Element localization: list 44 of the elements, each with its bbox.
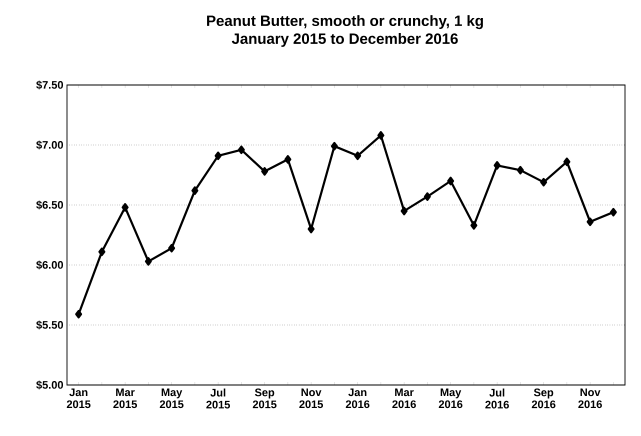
y-tick-label: $6.00 <box>36 260 64 270</box>
y-tick-label: $5.00 <box>36 380 64 390</box>
point <box>563 158 570 166</box>
point <box>75 310 82 318</box>
x-tick-label: May 2015 <box>160 388 184 408</box>
point <box>98 248 106 256</box>
x-tick-label: May 2016 <box>438 388 462 408</box>
point <box>122 203 129 212</box>
point <box>330 142 338 150</box>
x-tick-label: Mar 2015 <box>113 388 137 408</box>
point <box>516 166 524 174</box>
x-tick-label: Jul 2015 <box>206 388 230 409</box>
point <box>238 146 245 154</box>
y-tick-label: $6.50 <box>36 200 64 210</box>
point <box>168 244 176 252</box>
x-tick-label: Sep 2016 <box>532 388 556 408</box>
point <box>144 257 152 266</box>
x-tick-label: Nov 2015 <box>299 388 323 408</box>
x-tick-label: Nov 2016 <box>578 388 602 408</box>
point <box>540 178 548 186</box>
point <box>214 152 222 160</box>
point <box>308 224 315 234</box>
point <box>400 206 408 216</box>
point <box>377 131 384 140</box>
point <box>424 192 431 201</box>
point <box>447 176 454 186</box>
point <box>610 208 617 216</box>
x-tick-label: Jul 2016 <box>485 388 509 409</box>
point <box>586 218 594 226</box>
x-tick-label: Jan 2016 <box>346 388 370 408</box>
x-tick-label: Mar 2016 <box>392 388 416 408</box>
y-tick-label: $7.50 <box>36 80 64 90</box>
point <box>470 221 478 230</box>
y-tick-label: $7.00 <box>36 140 64 150</box>
point <box>191 186 198 195</box>
point <box>494 161 501 170</box>
x-tick-label: Sep 2015 <box>252 388 276 408</box>
point <box>284 155 292 164</box>
chart-subtitle: January 2015 to December 2016 <box>232 32 458 47</box>
chart-title: Peanut Butter, smooth or crunchy, 1 kg <box>207 15 483 30</box>
x-tick-label: Jan 2015 <box>66 388 90 408</box>
point <box>354 152 362 160</box>
point <box>261 167 268 176</box>
y-tick-label: $5.50 <box>36 320 64 330</box>
